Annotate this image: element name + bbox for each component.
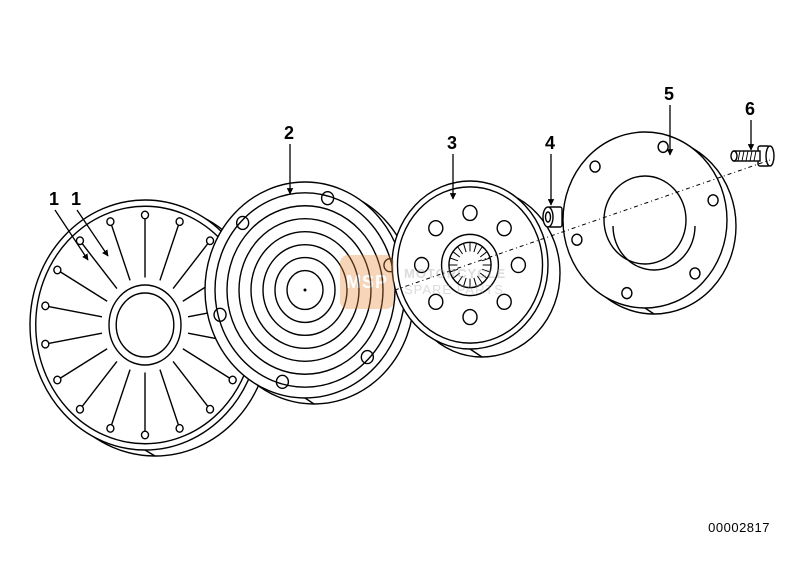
- callout-3: 3: [447, 134, 457, 152]
- drawing-part-number: 00002817: [708, 520, 770, 535]
- callout-1b: 1: [71, 190, 81, 208]
- callout-4: 4: [545, 134, 555, 152]
- callout-1a: 1: [49, 190, 59, 208]
- part-3-friction-disc: [392, 181, 560, 357]
- diagram-canvas: 1 1 2 3 4 5 6 MSP MOTORCYCLE SPARE PARTS…: [0, 0, 800, 565]
- callout-5: 5: [664, 85, 674, 103]
- exploded-drawing: [0, 0, 800, 565]
- callout-2: 2: [284, 124, 294, 142]
- part-4-nut: [543, 207, 562, 227]
- callout-6: 6: [745, 100, 755, 118]
- part-6-bolt: [731, 146, 774, 166]
